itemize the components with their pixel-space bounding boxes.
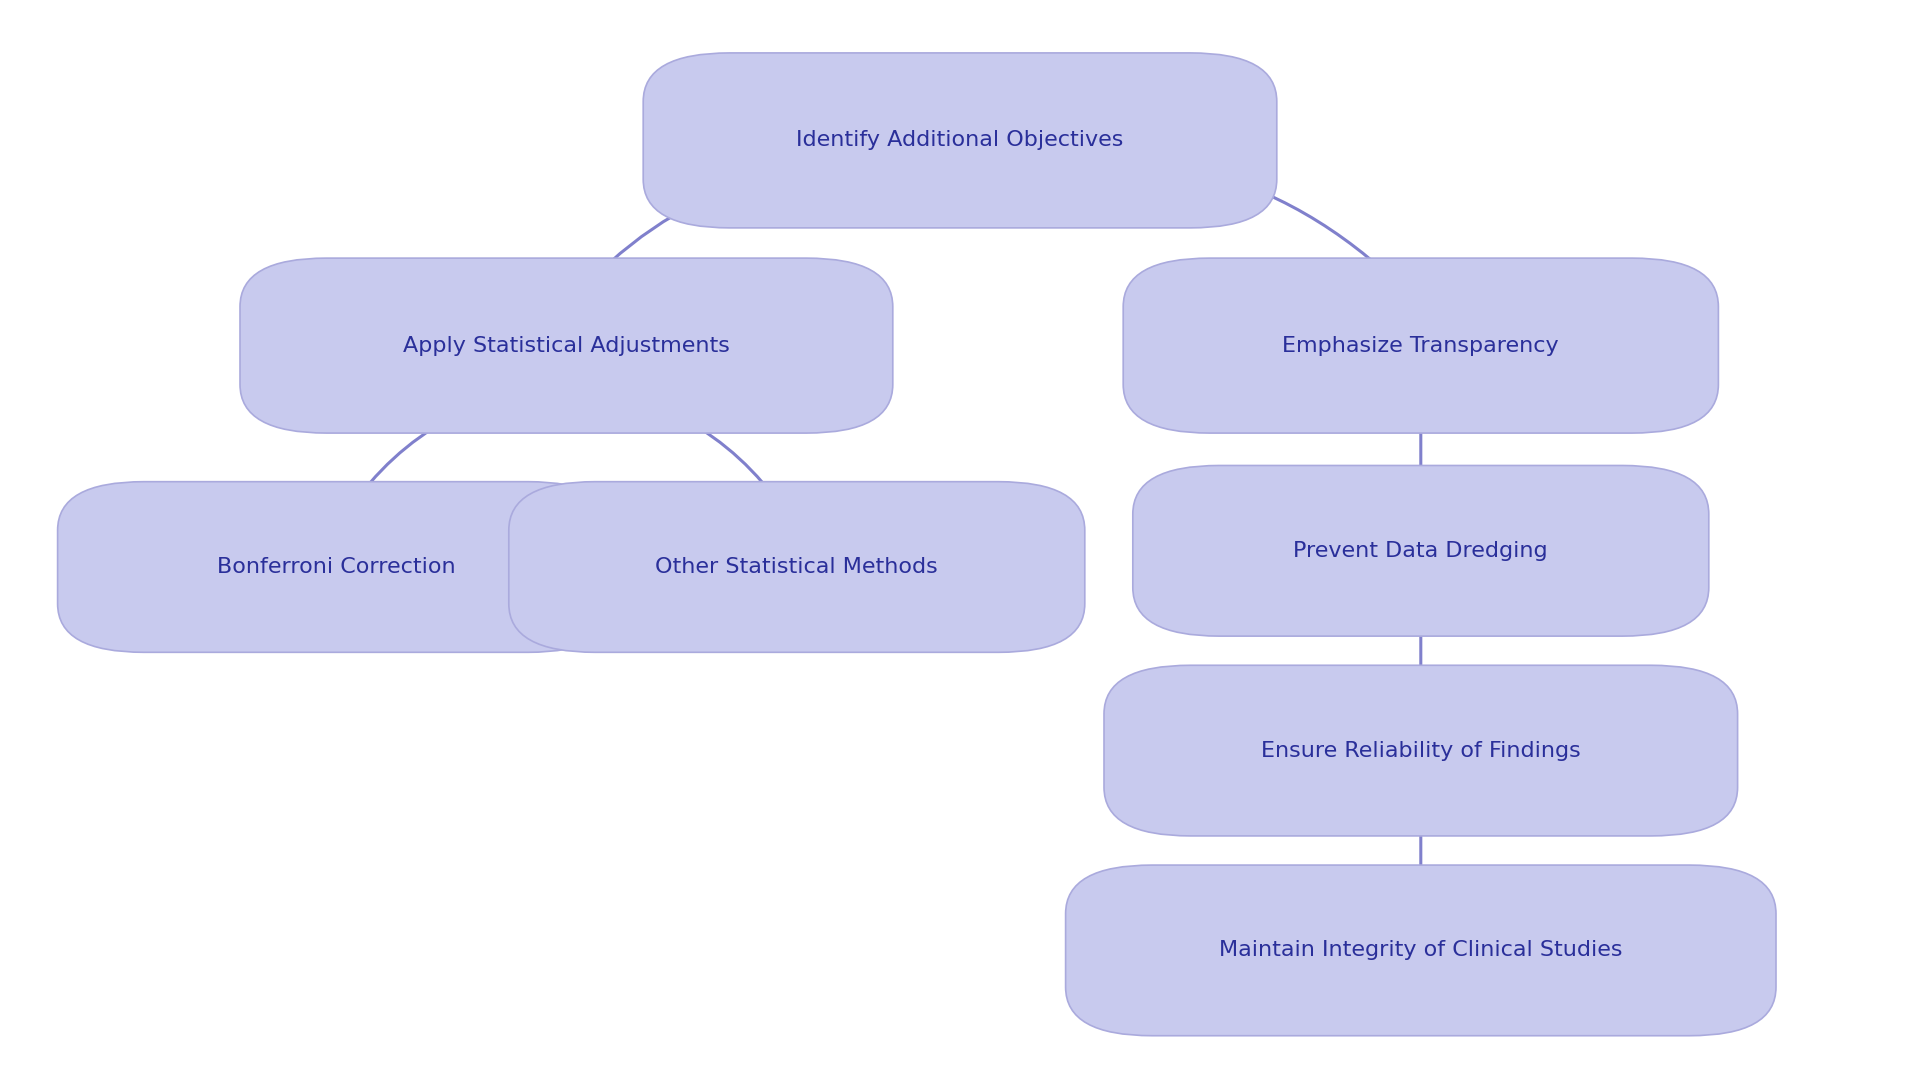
Text: Identify Additional Objectives: Identify Additional Objectives — [797, 131, 1123, 150]
FancyBboxPatch shape — [58, 482, 614, 652]
Text: Ensure Reliability of Findings: Ensure Reliability of Findings — [1261, 741, 1580, 760]
FancyBboxPatch shape — [1066, 865, 1776, 1036]
Text: Bonferroni Correction: Bonferroni Correction — [217, 557, 455, 577]
Text: Apply Statistical Adjustments: Apply Statistical Adjustments — [403, 336, 730, 355]
FancyBboxPatch shape — [643, 53, 1277, 228]
Text: Maintain Integrity of Clinical Studies: Maintain Integrity of Clinical Studies — [1219, 941, 1622, 960]
Text: Prevent Data Dredging: Prevent Data Dredging — [1294, 541, 1548, 561]
FancyBboxPatch shape — [1104, 665, 1738, 836]
Text: Emphasize Transparency: Emphasize Transparency — [1283, 336, 1559, 355]
FancyBboxPatch shape — [1123, 258, 1718, 433]
FancyBboxPatch shape — [509, 482, 1085, 652]
Text: Other Statistical Methods: Other Statistical Methods — [655, 557, 939, 577]
FancyBboxPatch shape — [1133, 465, 1709, 636]
FancyBboxPatch shape — [240, 258, 893, 433]
